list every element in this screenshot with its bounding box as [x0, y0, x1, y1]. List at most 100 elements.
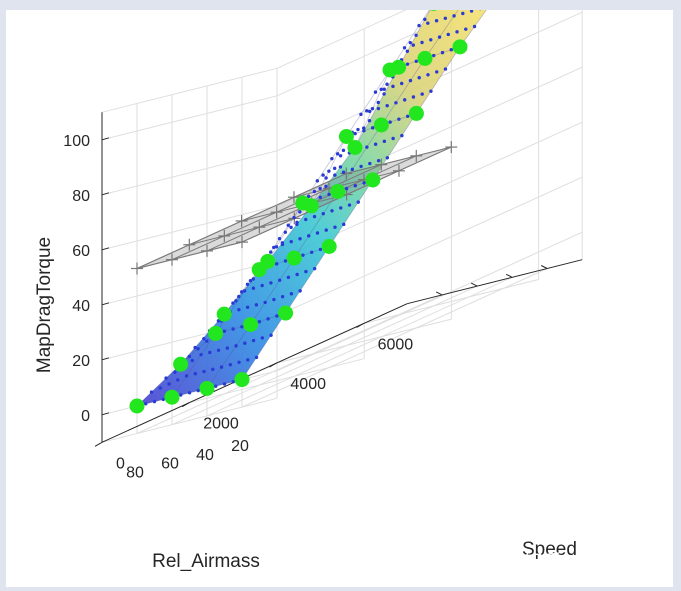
- mesh-line: [285, 246, 330, 314]
- interp-point: [318, 195, 322, 199]
- mesh-line: [328, 179, 374, 247]
- mesh-line: [337, 124, 382, 192]
- z-tick-mark: [101, 192, 110, 196]
- breakpoint-marker: [417, 50, 433, 66]
- y-tick-mark: [505, 273, 513, 278]
- interp-point: [257, 320, 262, 324]
- breakpoint-marker: [173, 356, 189, 372]
- interp-point: [306, 194, 311, 199]
- y-tick-label: 40: [196, 447, 214, 464]
- grid-line: [171, 285, 478, 426]
- interp-point: [312, 266, 317, 271]
- interp-point: [202, 369, 206, 374]
- interp-point: [242, 289, 247, 293]
- interp-point: [248, 279, 253, 283]
- grid-line: [136, 294, 443, 434]
- interp-point: [333, 173, 337, 177]
- interp-point: [298, 237, 302, 241]
- interp-point: [408, 78, 413, 83]
- mesh-line: [459, 10, 487, 48]
- reference-line: [136, 241, 243, 269]
- interp-point: [449, 48, 453, 52]
- interp-point: [356, 200, 360, 204]
- breakpoint-marker: [321, 239, 337, 254]
- breakpoint-marker: [278, 305, 294, 321]
- interp-point: [214, 384, 218, 388]
- breakpoint-marker: [330, 184, 346, 199]
- mesh-line: [293, 191, 339, 259]
- interp-point: [286, 223, 290, 227]
- interp-point: [461, 11, 465, 16]
- x-tick-label: 6000: [378, 337, 414, 354]
- interp-point: [402, 46, 407, 50]
- interp-point: [368, 161, 372, 166]
- interp-point: [402, 98, 407, 102]
- mesh-line: [346, 69, 391, 137]
- interp-point: [196, 388, 200, 393]
- breakpoint-marker: [347, 140, 363, 155]
- interp-point: [243, 341, 247, 345]
- interp-point: [251, 286, 256, 290]
- interp-point: [225, 346, 230, 350]
- z-tick-label: 60: [72, 243, 90, 260]
- breakpoint-marker: [430, 10, 438, 11]
- interp-point: [391, 136, 395, 141]
- interp-point: [385, 103, 389, 108]
- interp-point: [298, 210, 302, 214]
- mesh-line: [171, 333, 216, 398]
- interp-point: [187, 391, 192, 395]
- grid-line: [276, 176, 583, 317]
- box-edge: [101, 67, 278, 113]
- interp-point: [362, 181, 366, 185]
- interp-point: [193, 345, 197, 350]
- grid-line: [206, 276, 513, 417]
- interp-point: [452, 14, 456, 18]
- breakpoint-marker: [216, 306, 232, 322]
- interp-point: [437, 35, 442, 39]
- interp-point: [382, 139, 387, 144]
- interp-point: [391, 84, 395, 89]
- interp-point: [158, 386, 162, 390]
- interp-point: [272, 297, 276, 302]
- y-tick-mark: [540, 265, 548, 269]
- x-axis-label: Speed: [522, 539, 577, 560]
- interp-point: [472, 24, 477, 29]
- z-tick-label: 100: [63, 133, 90, 150]
- breakpoint-marker: [373, 117, 389, 133]
- interp-point: [324, 228, 328, 232]
- breakpoint-marker: [208, 325, 224, 341]
- interp-point: [179, 393, 183, 397]
- interp-point: [385, 156, 390, 160]
- interp-point: [245, 305, 250, 309]
- interp-point: [400, 133, 404, 138]
- interp-point: [315, 179, 320, 183]
- interp-point: [417, 75, 421, 80]
- breakpoint-marker: [260, 253, 276, 269]
- z-tick-mark: [101, 412, 110, 416]
- box-edge: [276, 10, 407, 69]
- interp-point: [211, 367, 215, 372]
- interp-point: [385, 82, 389, 86]
- interp-point: [426, 73, 430, 77]
- reference-line: [241, 194, 347, 222]
- interp-point: [274, 245, 279, 249]
- mesh-line: [416, 46, 461, 114]
- mesh-line: [424, 10, 459, 59]
- breakpoint-marker: [129, 398, 145, 414]
- interp-point: [260, 283, 264, 288]
- interp-point: [199, 352, 203, 357]
- grid-line: [101, 397, 278, 443]
- interp-point: [312, 189, 317, 194]
- interp-point: [228, 363, 232, 367]
- interp-point: [324, 176, 328, 180]
- interp-point: [382, 87, 386, 91]
- interp-point: [367, 119, 372, 123]
- interp-point: [411, 95, 416, 99]
- interp-point: [184, 374, 189, 378]
- interp-point: [286, 275, 291, 280]
- interp-point: [234, 299, 238, 303]
- interp-point: [414, 33, 418, 37]
- interp-point: [260, 336, 265, 340]
- interp-point: [338, 154, 343, 158]
